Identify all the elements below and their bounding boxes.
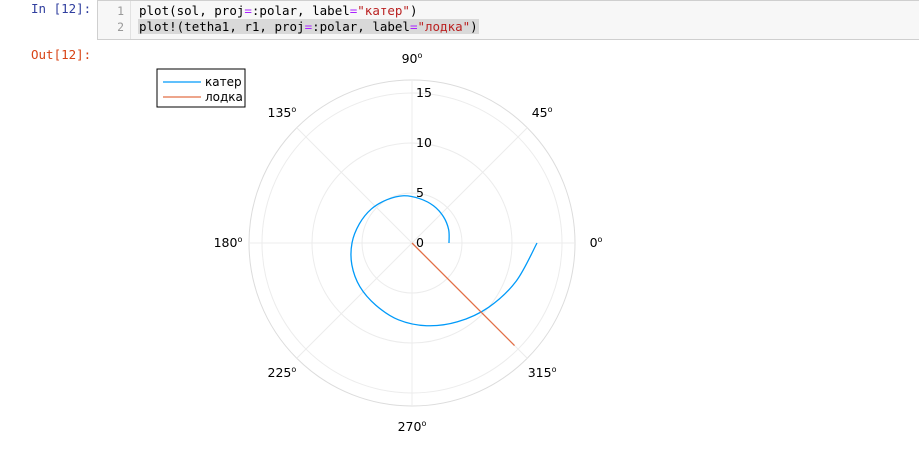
code-token: :polar, label — [312, 19, 410, 34]
line-number: 2 — [117, 20, 124, 34]
grid-spoke — [296, 127, 413, 244]
legend: катер лодка — [156, 68, 246, 108]
legend-label-lodka: лодка — [205, 90, 243, 104]
code-token: = — [409, 19, 418, 34]
code-cell-editor[interactable]: 1 2 plot(sol, proj=:polar, label="катер"… — [97, 0, 919, 40]
grid-spoke — [296, 242, 413, 359]
plot-series — [350, 195, 538, 346]
angle-tick-label: 0o — [590, 235, 603, 250]
code-token: plot! — [139, 19, 177, 34]
radial-tick-label: 15 — [416, 85, 432, 100]
code-token: plot — [139, 3, 170, 18]
code-token: = — [349, 3, 358, 18]
grid-spoke — [411, 127, 528, 244]
angle-tick-label: 135o — [268, 105, 297, 120]
series-line-1 — [411, 242, 515, 346]
angle-tick-label: 45o — [532, 105, 553, 120]
legend-label-kater: катер — [205, 75, 242, 89]
angle-tick-label: 315o — [528, 365, 557, 380]
code-token: "лодка" — [417, 19, 471, 34]
series-line-0 — [350, 195, 538, 327]
legend-box — [156, 68, 246, 108]
code-token: ) — [409, 3, 418, 18]
line-number-gutter: 1 2 — [98, 1, 131, 39]
radial-tick-labels: 0 5 10 15 — [416, 85, 432, 250]
angle-tick-label: 225o — [268, 365, 297, 380]
output-prompt: Out[12]: — [31, 47, 92, 62]
radial-tick-label: 10 — [416, 135, 432, 150]
angle-tick-label: 180o — [214, 235, 243, 250]
radial-tick-label: 5 — [416, 185, 424, 200]
angle-tick-labels: 0o 45o 90o 135o 180o 225o 270o 315o — [214, 51, 603, 434]
code-token: (sol, proj — [169, 3, 245, 18]
code-token: (tetha1, r1, proj — [176, 19, 305, 34]
code-token: = — [304, 19, 313, 34]
code-token: :polar, label — [251, 3, 350, 18]
code-token: ) — [470, 19, 478, 34]
angle-tick-label: 270o — [398, 419, 427, 434]
code-token: = — [244, 3, 252, 18]
code-token: "катер" — [357, 3, 410, 18]
radial-tick-label: 0 — [416, 235, 424, 250]
input-prompt: In [12]: — [31, 1, 92, 16]
line-number: 1 — [117, 4, 124, 18]
angle-tick-label: 90o — [402, 51, 423, 66]
code-line-2[interactable]: plot!(tetha1, r1, proj=:polar, label="ло… — [138, 19, 479, 34]
code-line-1[interactable]: plot(sol, proj=:polar, label="катер") — [138, 3, 419, 18]
